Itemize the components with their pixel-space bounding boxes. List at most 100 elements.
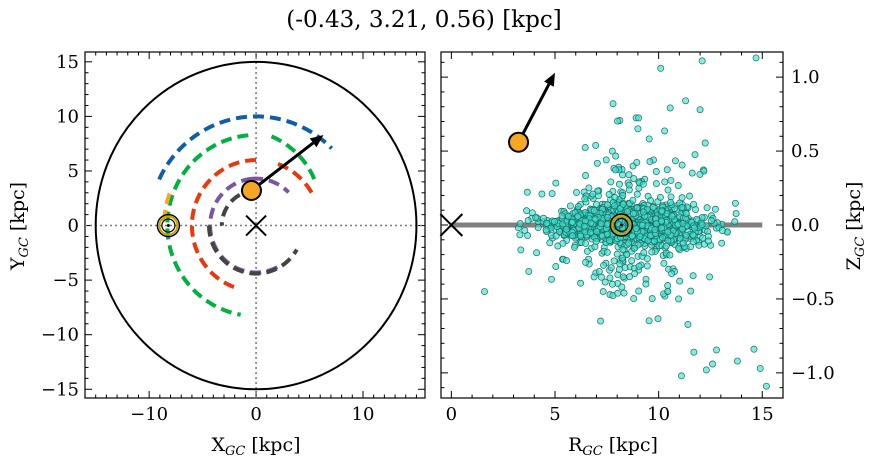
right-x-tick-label: 10 <box>647 404 670 425</box>
scatter-point <box>521 226 529 234</box>
right-x-axis-label: RGC [kpc] <box>568 434 658 459</box>
scatter-point <box>481 288 488 295</box>
scatter-point <box>540 214 547 222</box>
scatter-point <box>524 217 532 225</box>
scatter-point <box>666 104 674 112</box>
scatter-point <box>675 244 682 252</box>
scatter-point <box>635 114 643 122</box>
scatter-point <box>628 257 636 265</box>
scatter-point <box>577 232 585 240</box>
scatter-point <box>589 190 597 198</box>
scatter-point <box>612 166 619 174</box>
scatter-point <box>612 152 620 160</box>
scatter-point <box>590 207 598 215</box>
scatter-point <box>615 266 623 273</box>
scatter-point <box>732 210 740 218</box>
spiral-arm <box>165 133 249 317</box>
spiral-arm <box>189 158 257 289</box>
scatter-point <box>664 186 672 194</box>
scatter-point <box>552 179 560 187</box>
scatter-point <box>582 239 590 247</box>
scatter-point <box>533 249 541 257</box>
scatter-point <box>618 254 626 262</box>
sun-ring-inner <box>161 218 176 233</box>
right-y-axis-label: ZGC [kpc] <box>843 182 868 271</box>
scatter-point <box>569 232 576 240</box>
scatter-point <box>713 346 720 354</box>
scatter-point <box>619 200 627 208</box>
scatter-point <box>593 159 601 167</box>
scatter-point <box>678 194 686 202</box>
scatter-point <box>634 125 642 133</box>
scatter-point <box>523 207 531 215</box>
scatter-point <box>593 227 601 235</box>
scatter-point <box>538 190 546 198</box>
scatter-point <box>633 204 641 212</box>
scatter-point <box>636 232 644 240</box>
left-y-tick-label: 5 <box>68 161 79 182</box>
left-y-tick-label: −15 <box>41 379 79 400</box>
scatter-point <box>516 231 524 239</box>
scatter-point <box>525 267 533 275</box>
scatter-point <box>664 228 672 236</box>
scatter-point <box>608 280 616 288</box>
velocity-arrow-right <box>517 72 555 143</box>
scatter-point <box>718 227 726 234</box>
scatter-point <box>689 231 697 239</box>
scatter-point <box>657 64 665 72</box>
scatter-point <box>688 169 696 177</box>
scatter-point <box>591 215 599 223</box>
scatter-point <box>635 262 643 270</box>
scatter-point <box>709 360 716 368</box>
scatter-point <box>552 263 560 270</box>
sun-center-dot <box>619 223 623 227</box>
target-point-right <box>508 131 530 153</box>
scatter-point <box>674 182 682 189</box>
scatter-point <box>601 278 609 286</box>
scatter-point <box>648 248 656 256</box>
scatter-point <box>542 226 550 234</box>
arrow-shaft <box>517 83 551 143</box>
right-panel: 0 5 10 15 −1.0 −0.5 0.0 0.5 1.0 <box>439 51 835 425</box>
scatter-point <box>671 157 679 165</box>
scatter-point <box>626 273 634 281</box>
scatter-point <box>594 187 602 195</box>
scatter-point <box>666 251 674 259</box>
scatter-point <box>682 97 690 105</box>
scatter-point <box>574 212 582 220</box>
scatter-point <box>676 234 684 242</box>
scatter-point <box>551 218 558 225</box>
spiral-arm <box>251 176 290 194</box>
scatter-point <box>559 239 567 247</box>
scatter-point <box>629 196 637 204</box>
scatter-point <box>633 158 641 166</box>
scatter-point <box>523 188 531 196</box>
scatter-point <box>552 232 560 240</box>
scatter-point <box>619 192 627 199</box>
scatter-point <box>625 186 633 194</box>
left-y-tick-label: 0 <box>68 216 79 237</box>
left-y-axis-label: YGC [kpc] <box>7 182 32 271</box>
scatter-point <box>615 180 623 188</box>
scatter-point <box>752 54 760 62</box>
scatter-point <box>546 239 554 247</box>
scatter-point <box>603 220 611 228</box>
scatter-point <box>731 218 739 226</box>
scatter-point <box>619 246 627 253</box>
scatter-point <box>582 172 589 179</box>
scatter-point <box>643 262 651 270</box>
scatter-point <box>661 127 669 135</box>
scatter-point <box>699 234 707 242</box>
scatter-point <box>631 269 639 277</box>
right-y-tick-label: 1.0 <box>791 67 820 88</box>
scatter-point <box>690 348 698 356</box>
scatter-point <box>632 225 640 233</box>
scatter-point <box>631 244 639 252</box>
scatter-point <box>580 222 588 230</box>
scatter-point <box>548 190 556 198</box>
scatter-point <box>648 295 656 303</box>
scatter-point <box>623 207 631 215</box>
x-marker-stroke <box>245 214 267 237</box>
spiral-arm <box>207 225 299 276</box>
